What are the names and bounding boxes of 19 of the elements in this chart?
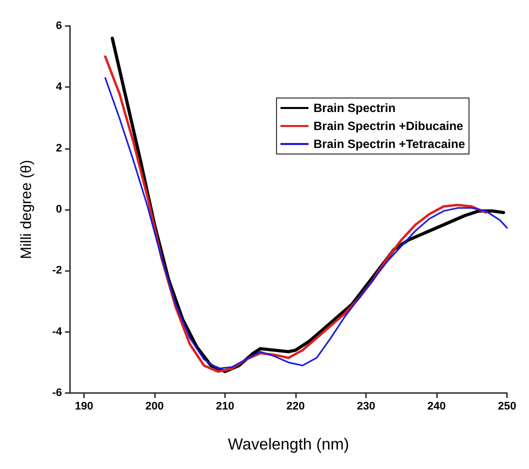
x-tick-label: 200 <box>145 400 164 412</box>
y-tick-label: 0 <box>56 204 62 216</box>
legend-label: Brain Spectrin +Dibucaine <box>314 119 464 133</box>
x-tick-label: 210 <box>216 400 234 412</box>
x-tick-label: 250 <box>498 400 516 412</box>
x-tick-label: 240 <box>427 400 446 412</box>
legend-label: Brain Spectrin +Tetracaine <box>314 137 466 151</box>
y-axis-title: Milli degree (θ) <box>18 160 35 260</box>
y-tick-label: -2 <box>52 264 62 277</box>
x-axis-title: Wavelength (nm) <box>228 436 350 454</box>
y-tick-label: 2 <box>56 142 62 154</box>
x-tick-label: 230 <box>356 400 376 412</box>
x-tick-label: 190 <box>74 400 94 412</box>
y-tick-label: 4 <box>56 81 63 94</box>
y-tick-label: -4 <box>52 326 63 338</box>
x-tick-label: 220 <box>286 400 305 412</box>
y-tick-label: 6 <box>56 20 62 32</box>
y-tick-label: -6 <box>52 387 62 399</box>
legend-label: Brain Spectrin <box>314 101 396 115</box>
